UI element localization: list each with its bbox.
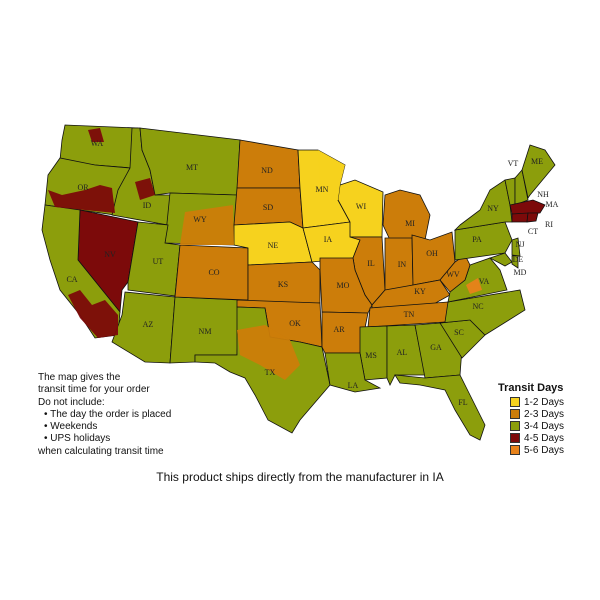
state-label: AR	[333, 325, 345, 334]
note-bullet: • The day the order is placed	[44, 408, 172, 420]
legend-title: Transit Days	[498, 382, 564, 394]
state-ct	[511, 212, 529, 223]
state-label: CT	[528, 227, 538, 236]
state-label: LA	[348, 381, 359, 390]
state-label: WA	[91, 139, 104, 148]
state-nh	[514, 169, 529, 206]
state-label: IA	[324, 235, 333, 244]
state-me	[521, 144, 556, 200]
state-label: NJ	[516, 240, 525, 249]
state-nj	[511, 237, 521, 257]
state-ma	[509, 199, 546, 215]
state-label: OK	[289, 319, 301, 328]
state-label: MT	[186, 163, 198, 172]
state-label: KY	[414, 287, 426, 296]
state-label: GA	[430, 343, 442, 352]
state-label: WY	[193, 215, 207, 224]
state-ms	[359, 325, 388, 381]
state-nc	[439, 289, 526, 336]
state-label: MA	[546, 200, 559, 209]
legend-swatch	[510, 421, 520, 431]
state-label: TN	[404, 310, 415, 319]
legend: Transit Days 1-2 Days 2-3 Days 3-4 Days 4-5…	[498, 382, 564, 456]
state-label: MI	[405, 219, 415, 228]
legend-swatch	[510, 445, 520, 455]
state-label: CO	[208, 268, 219, 277]
state-label: AZ	[143, 320, 154, 329]
state-label: ME	[531, 157, 543, 166]
legend-item: 2-3 Days	[498, 408, 564, 420]
state-label: SC	[454, 328, 464, 337]
legend-label: 2-3 Days	[524, 408, 565, 420]
state-label: WI	[356, 202, 367, 211]
state-label: MS	[365, 351, 377, 360]
state-label: MO	[337, 281, 350, 290]
transit-zone	[180, 205, 234, 245]
transit-zone	[237, 325, 300, 380]
state-label: OH	[426, 249, 438, 258]
legend-label: 3-4 Days	[524, 420, 565, 432]
note-line: The map gives the	[38, 372, 121, 383]
note-bullet: • UPS holidays	[44, 433, 111, 445]
state-label: UT	[153, 257, 164, 266]
state-ks	[247, 261, 321, 304]
state-label: MN	[316, 185, 329, 194]
legend-label: 5-6 Days	[524, 444, 565, 456]
state-label: NM	[199, 327, 212, 336]
legend-item: 5-6 Days	[498, 444, 564, 456]
state-label: VT	[508, 159, 519, 168]
state-label: IL	[367, 259, 375, 268]
state-label: ND	[261, 166, 273, 175]
state-label: PA	[472, 235, 482, 244]
state-nd	[236, 139, 301, 189]
state-ny	[453, 179, 513, 231]
legend-label: 4-5 Days	[524, 432, 565, 444]
state-label: IN	[398, 260, 407, 269]
legend-swatch	[510, 433, 520, 443]
state-label: FL	[458, 398, 467, 407]
state-label: RI	[545, 220, 553, 229]
legend-item: 3-4 Days	[498, 420, 564, 432]
note-footer: when calculating transit time	[38, 445, 164, 457]
state-label: MD	[514, 268, 527, 277]
transit-zone	[88, 128, 104, 142]
transit-zone	[68, 290, 118, 338]
legend-label: 1-2 Days	[524, 396, 565, 408]
state-label: NV	[104, 250, 116, 259]
legend-swatch	[510, 409, 520, 419]
state-label: WV	[446, 270, 460, 279]
state-label: AL	[397, 348, 408, 357]
state-label: SD	[263, 203, 273, 212]
legend-swatch	[510, 397, 520, 407]
transit-zone	[48, 185, 115, 213]
caption: This product ships directly from the man…	[156, 470, 444, 484]
state-mi	[382, 189, 431, 241]
state-label: NY	[487, 204, 499, 213]
state-ky	[371, 279, 451, 309]
state-mt	[139, 127, 241, 196]
transit-note: The map gives the transit time for your …	[38, 372, 171, 458]
transit-zone	[135, 178, 155, 200]
state-label: NC	[472, 302, 483, 311]
transit-zone	[466, 278, 482, 294]
legend-item: 1-2 Days	[498, 396, 564, 408]
state-label: TX	[265, 368, 276, 377]
note-line: transit time for your order	[38, 384, 150, 396]
state-label: DE	[513, 255, 524, 264]
state-label: CA	[66, 275, 77, 284]
us-transit-map: WA OR ID MT WY NV CA UT AZ NM CO ND SD NE KS OK TX MN IA WI…	[41, 124, 559, 441]
state-label: OR	[77, 183, 89, 192]
note-line: Do not include:	[38, 396, 105, 408]
state-la	[324, 352, 382, 393]
transit-zone	[318, 150, 345, 200]
state-label: NH	[537, 190, 549, 199]
legend-item: 4-5 Days	[498, 432, 564, 444]
state-label: KS	[278, 280, 288, 289]
state-label: VA	[479, 277, 490, 286]
state-ri	[526, 212, 539, 223]
state-fl	[394, 374, 486, 441]
state-label: NE	[268, 241, 279, 250]
note-bullet: • Weekends	[44, 421, 98, 433]
state-label: ID	[143, 201, 152, 210]
